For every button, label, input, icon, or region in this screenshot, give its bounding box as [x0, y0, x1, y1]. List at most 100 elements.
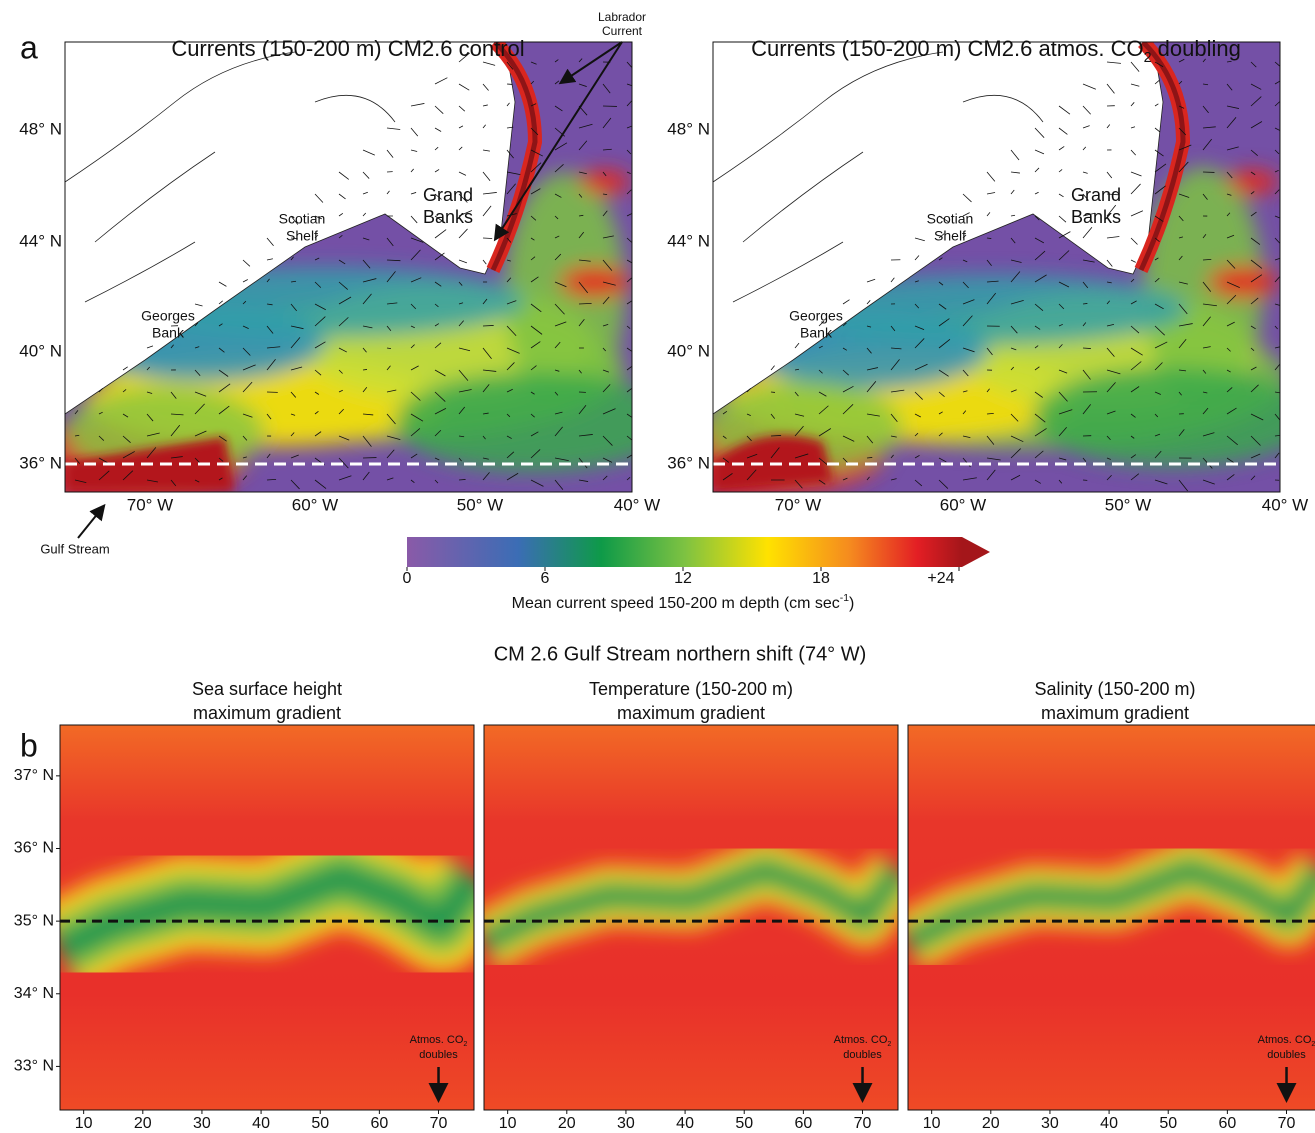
velocity-arrow	[1034, 366, 1040, 371]
velocity-arrow	[1082, 227, 1093, 239]
colorbar-label: Mean current speed 150-200 m depth (cm s…	[512, 593, 855, 612]
gradient-band	[60, 830, 474, 993]
velocity-arrow	[962, 212, 970, 217]
velocity-arrow	[1250, 171, 1256, 176]
velocity-arrow	[1130, 237, 1138, 245]
gulf-stream-label: Gulf Stream	[40, 541, 109, 556]
labrador-current-label: Labrador	[598, 10, 646, 24]
velocity-arrow	[314, 303, 326, 311]
y-tick-label: 34° N	[14, 985, 54, 1002]
velocity-arrow	[890, 347, 902, 350]
velocity-arrow	[746, 435, 752, 442]
velocity-arrow	[386, 237, 394, 247]
velocity-arrow	[1250, 96, 1262, 107]
velocity-arrow	[1010, 347, 1017, 351]
velocity-arrow	[362, 171, 370, 179]
velocity-arrow	[122, 389, 127, 393]
velocity-arrow	[938, 369, 949, 377]
velocity-arrow	[218, 405, 230, 415]
velocity-arrow	[1250, 435, 1261, 446]
subplot-title: Salinity (150-200 m)	[1034, 679, 1195, 699]
velocity-arrow	[986, 259, 992, 266]
velocity-arrow	[866, 457, 873, 459]
lon-tick-label: 60° W	[292, 495, 338, 514]
annotation-text: Atmos. CO2 doubles	[1258, 1034, 1315, 1061]
velocity-arrow	[1226, 474, 1235, 481]
velocity-arrow	[386, 389, 397, 393]
velocity-arrow	[1154, 61, 1164, 68]
velocity-arrow	[890, 389, 905, 393]
velocity-arrow	[722, 435, 727, 439]
velocity-arrow	[434, 105, 444, 115]
velocity-arrow	[1058, 369, 1068, 374]
velocity-arrow	[1106, 457, 1111, 460]
velocity-arrow	[74, 410, 79, 415]
velocity-arrow	[1034, 250, 1046, 261]
velocity-arrow	[434, 342, 442, 349]
velocity-arrow	[1082, 259, 1095, 263]
lat-tick-label: 40° N	[19, 341, 62, 360]
velocity-arrow	[434, 479, 439, 484]
lon-tick-label: 60° W	[940, 495, 986, 514]
velocity-arrow	[794, 453, 809, 459]
current-blob	[580, 170, 630, 194]
velocity-arrow	[1178, 429, 1185, 437]
colorbar-label-part: -1	[840, 593, 849, 604]
colorbar-tick-label: +24	[927, 570, 954, 587]
velocity-arrow	[290, 337, 301, 349]
velocity-arrow	[362, 191, 368, 195]
velocity-arrow	[1058, 409, 1073, 415]
velocity-arrow	[626, 300, 632, 305]
velocity-arrow	[1226, 193, 1232, 196]
velocity-arrow	[842, 404, 854, 415]
velocity-arrow	[1154, 215, 1164, 222]
velocity-arrow	[458, 171, 467, 176]
velocity-arrow	[1130, 454, 1137, 459]
velocity-arrow	[290, 479, 300, 490]
velocity-arrow	[1058, 127, 1068, 135]
velocity-arrow	[866, 300, 871, 305]
x-tick-label: 20	[134, 1115, 152, 1132]
velocity-arrow	[1010, 413, 1019, 422]
velocity-arrow	[1178, 303, 1188, 315]
velocity-arrow	[98, 470, 110, 481]
velocity-arrow	[506, 325, 517, 337]
velocity-arrow	[1154, 185, 1166, 195]
velocity-arrow	[986, 388, 990, 393]
velocity-arrow	[626, 277, 632, 283]
velocity-arrow	[770, 365, 775, 371]
velocity-arrow	[434, 229, 447, 239]
velocity-arrow	[314, 391, 320, 395]
velocity-arrow	[1034, 428, 1047, 437]
velocity-arrow	[338, 281, 349, 290]
velocity-arrow	[362, 237, 370, 241]
velocity-arrow	[530, 479, 544, 487]
velocity-arrow	[1178, 161, 1189, 173]
velocity-arrow	[1202, 105, 1209, 114]
velocity-arrow	[362, 435, 372, 447]
velocity-arrow	[362, 387, 368, 393]
x-tick-label: 10	[75, 1115, 93, 1132]
velocity-arrow	[818, 479, 826, 485]
velocity-arrow	[626, 347, 632, 352]
velocity-arrow	[1058, 479, 1063, 484]
land	[65, 42, 516, 415]
velocity-arrow	[530, 162, 542, 173]
velocity-arrow	[1010, 474, 1021, 481]
velocity-arrow	[362, 259, 371, 269]
velocity-arrow	[74, 457, 80, 464]
x-tick-label: 70	[1278, 1115, 1296, 1132]
velocity-arrow	[482, 104, 488, 107]
velocity-arrow	[962, 193, 972, 203]
velocity-arrow	[170, 391, 177, 399]
lon-tick-label: 50° W	[457, 495, 503, 514]
velocity-arrow	[1154, 103, 1159, 107]
heatmap-frame	[907, 724, 1315, 1111]
x-tick-label: 10	[499, 1115, 517, 1132]
lon-tick-label: 70° W	[127, 495, 173, 514]
velocity-arrow	[1274, 413, 1280, 421]
velocity-arrow	[458, 347, 471, 352]
velocity-arrow	[410, 365, 419, 371]
velocity-arrow	[602, 148, 612, 151]
velocity-arrow	[482, 347, 492, 359]
